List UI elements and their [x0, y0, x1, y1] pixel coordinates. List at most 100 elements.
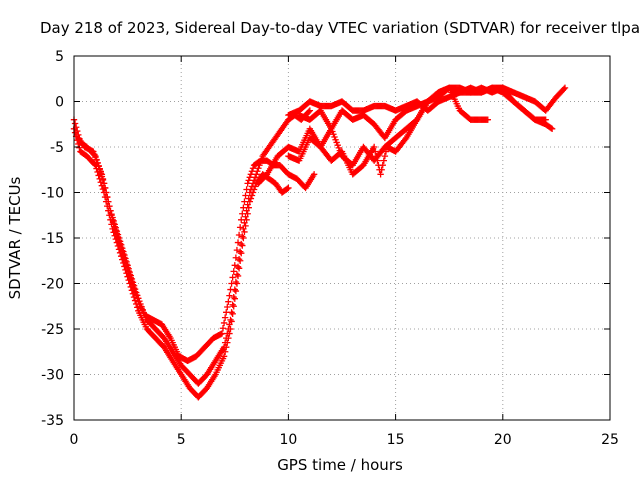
y-tick-label: -15 — [41, 231, 64, 247]
data-point — [232, 254, 240, 261]
data-point — [233, 246, 241, 254]
data-point — [248, 168, 256, 175]
data-point — [135, 295, 142, 302]
data-point — [246, 174, 254, 181]
data-point — [97, 179, 104, 186]
data-point — [228, 318, 235, 325]
data-point — [225, 298, 232, 305]
data-point — [113, 239, 121, 246]
data-point — [100, 180, 108, 187]
data-point — [246, 198, 254, 205]
data-point — [98, 171, 106, 178]
data-point — [238, 249, 245, 257]
x-tick-label: 15 — [387, 432, 405, 448]
data-point — [254, 168, 261, 175]
data-point — [131, 285, 139, 293]
data-point — [243, 216, 250, 223]
data-point — [236, 248, 244, 255]
data-point — [125, 276, 132, 284]
data-point — [239, 242, 246, 249]
data-point — [230, 303, 237, 310]
data-point — [130, 282, 138, 289]
data-point — [378, 166, 385, 173]
data-point — [111, 232, 118, 239]
data-point — [106, 202, 113, 210]
data-point — [249, 165, 257, 172]
data-point — [542, 116, 549, 123]
data-point — [230, 268, 237, 275]
data-point — [220, 353, 228, 360]
data-point — [223, 344, 230, 351]
data-point — [253, 171, 260, 178]
data-point — [128, 275, 136, 283]
data-point — [114, 242, 122, 250]
data-point — [119, 245, 126, 252]
data-point — [109, 214, 116, 221]
y-tick-label: -5 — [50, 140, 64, 156]
data-point — [120, 248, 127, 255]
data-point — [233, 271, 241, 278]
data-point — [128, 287, 136, 294]
data-point — [127, 272, 135, 279]
data-point — [382, 148, 390, 155]
data-point — [219, 325, 227, 332]
y-axis-label: SDTVAR / TECUs — [6, 176, 24, 299]
data-point — [139, 306, 146, 313]
data-point — [76, 144, 83, 151]
data-point — [238, 240, 245, 248]
data-point — [231, 262, 238, 269]
data-point — [117, 241, 125, 249]
chart-title: Day 218 of 2023, Sidereal Day-to-day VTE… — [40, 19, 640, 37]
y-tick-label: -20 — [41, 277, 64, 293]
data-point — [124, 262, 131, 269]
data-point — [90, 148, 97, 155]
data-point — [119, 256, 126, 263]
data-point — [104, 193, 111, 201]
data-point — [227, 286, 234, 293]
data-point — [226, 292, 233, 299]
data-point — [373, 152, 380, 160]
data-point — [129, 290, 137, 297]
data-point — [372, 148, 379, 155]
data-point — [130, 293, 138, 301]
data-point — [218, 330, 226, 337]
data-point — [110, 217, 117, 225]
data-point — [112, 224, 120, 231]
data-point — [240, 234, 247, 242]
y-tick-label: -30 — [41, 368, 64, 384]
data-point — [109, 225, 116, 233]
data-point — [120, 259, 127, 267]
data-point — [111, 221, 118, 228]
data-point — [484, 116, 491, 123]
data-point — [96, 165, 103, 172]
data-point — [247, 195, 255, 202]
data-point — [235, 265, 243, 272]
data-point — [136, 297, 143, 305]
data-point — [235, 231, 243, 239]
data-point — [126, 268, 133, 276]
data-point — [223, 309, 230, 316]
data-point — [236, 257, 244, 264]
data-point — [381, 152, 389, 160]
data-point — [234, 272, 242, 280]
data-point — [220, 319, 228, 327]
data-point — [112, 235, 120, 243]
data-point — [127, 283, 135, 291]
data-point — [126, 280, 133, 287]
data-point — [247, 171, 255, 178]
x-tick-label: 5 — [177, 432, 186, 448]
data-point — [242, 192, 249, 199]
data-point — [284, 185, 291, 192]
data-point — [241, 228, 248, 236]
data-point — [230, 293, 237, 301]
data-point — [238, 216, 245, 223]
data-point — [310, 171, 318, 178]
data-point — [250, 186, 258, 193]
axis-ticks: 0 5 10 15 20 25 5 0 -5 -10 -15 -20 -25 -30 -35 — [41, 49, 619, 448]
data-point — [236, 224, 244, 231]
data-point — [244, 180, 251, 187]
data-point — [232, 287, 240, 295]
data-point — [251, 174, 259, 181]
data-point — [71, 129, 79, 136]
data-point — [547, 124, 555, 132]
